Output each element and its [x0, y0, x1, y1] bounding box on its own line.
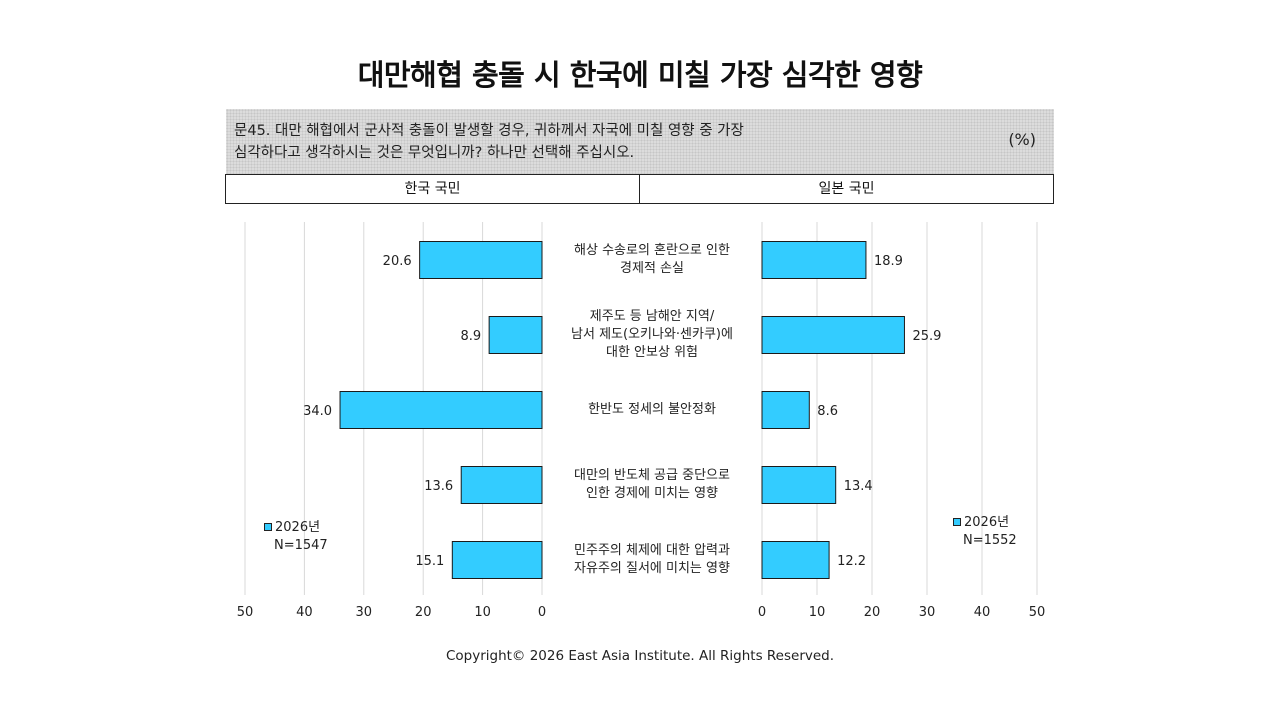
bar [761, 391, 810, 429]
bar-value-label: 8.6 [817, 404, 838, 419]
bar [460, 466, 543, 504]
category-label: 민주주의 체제에 대한 압력과 자유주의 질서에 미치는 영향 [574, 543, 730, 576]
question-line-1: 문45. 대만 해협에서 군사적 충돌이 발생할 경우, 귀하께서 자국에 미칠… [234, 123, 744, 139]
legend-n-japan: N=1552 [963, 533, 1017, 548]
panel-headers: 한국 국민 일본 국민 [225, 174, 1054, 204]
category-label: 대만의 반도체 공급 중단으로 인한 경제에 미치는 영향 [574, 468, 730, 501]
copyright-text: Copyright© 2026 East Asia Institute. All… [445, 648, 835, 664]
legend-series-korea: 2026년 [275, 520, 321, 535]
legend-japan: 2026년 N=1552 [953, 514, 1017, 550]
axis-tick-label: 20 [415, 605, 432, 620]
bar-value-label: 15.1 [415, 554, 444, 569]
panel-header-korea: 한국 국민 [226, 175, 640, 203]
legend-series-japan: 2026년 [964, 515, 1010, 530]
bar [339, 391, 543, 429]
unit-label: (%) [1008, 130, 1036, 149]
category-label: 해상 수송로의 혼란으로 인한 경제적 손실 [574, 243, 730, 276]
question-text: 문45. 대만 해협에서 군사적 충돌이 발생할 경우, 귀하께서 자국에 미칠… [234, 120, 934, 164]
question-line-2: 심각하다고 생각하시는 것은 무엇입니까? 하나만 선택해 주십시오. [234, 145, 635, 161]
bar-value-label: 13.4 [844, 479, 873, 494]
chart-title: 대만해협 충돌 시 한국에 미칠 가장 심각한 영향 [357, 58, 923, 92]
axis-tick-label: 40 [974, 605, 991, 620]
bar [761, 241, 867, 279]
category-label: 한반도 정세의 불안정화 [588, 402, 716, 417]
axis-tick-label: 50 [1029, 605, 1046, 620]
axis-tick-label: 40 [296, 605, 313, 620]
axis-tick-label: 10 [474, 605, 491, 620]
legend-korea: 2026년 N=1547 [264, 519, 328, 555]
bar-value-label: 13.6 [424, 479, 453, 494]
bar [761, 466, 837, 504]
axis-tick-label: 10 [809, 605, 826, 620]
bar [761, 316, 905, 354]
question-box: 문45. 대만 해협에서 군사적 충돌이 발생할 경우, 귀하께서 자국에 미칠… [226, 109, 1054, 174]
bar-value-label: 12.2 [837, 554, 866, 569]
bar [419, 241, 543, 279]
axis-tick-label: 30 [919, 605, 936, 620]
bar [761, 541, 830, 579]
bar-value-label: 20.6 [383, 254, 412, 269]
category-label: 제주도 등 남해안 지역/ 남서 제도(오키나와·센카쿠)에 대한 안보상 위험 [571, 309, 733, 360]
bar-value-label: 25.9 [912, 329, 941, 344]
axis-tick-label: 0 [758, 605, 766, 620]
bar-value-label: 34.0 [303, 404, 332, 419]
axis-tick-label: 30 [356, 605, 373, 620]
bar [488, 316, 543, 354]
panel-header-japan: 일본 국민 [818, 181, 875, 197]
bar [451, 541, 543, 579]
bar-value-label: 18.9 [874, 254, 903, 269]
bar-value-label: 8.9 [460, 329, 481, 344]
legend-swatch [953, 518, 961, 526]
axis-tick-label: 0 [538, 605, 546, 620]
axis-tick-label: 20 [864, 605, 881, 620]
legend-n-korea: N=1547 [274, 538, 328, 553]
axis-tick-label: 50 [237, 605, 254, 620]
legend-swatch [264, 523, 272, 531]
